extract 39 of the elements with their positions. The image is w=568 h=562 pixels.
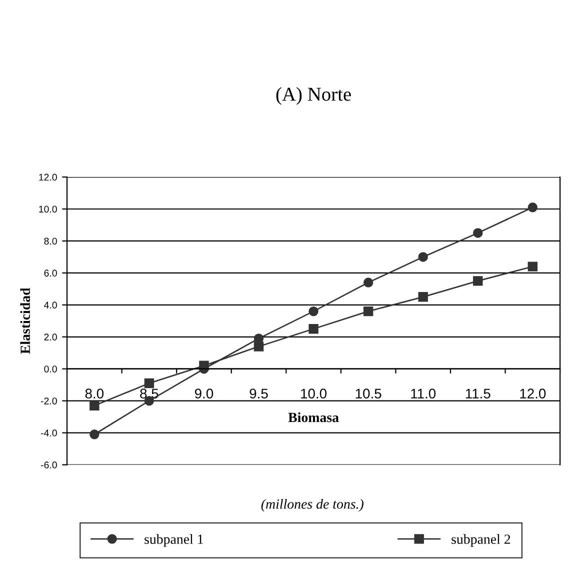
point [199,360,209,371]
y-tick-label: 10.0 [39,206,57,213]
point [308,324,318,334]
x-tick-label: 8.0 [85,388,104,399]
x-tick-label: 10.5 [356,388,382,399]
text: (millones de tons.) [261,498,364,512]
point [90,400,100,410]
point [363,306,374,316]
point [473,228,483,238]
point [144,378,154,388]
point [418,252,428,262]
y-tick-label: 6.0 [44,270,57,277]
point [254,342,264,352]
point [528,262,538,272]
y-tick-label: 12.0 [39,174,57,181]
x-tick-label: 11.5 [466,388,490,399]
y-tick-label: 8.0 [44,238,57,245]
x-axis-title: Biomasa [288,412,339,422]
x-tick-label: 11.0 [411,388,436,399]
x-tick-label: 9.5 [250,388,268,399]
point [528,202,538,212]
x-tick-label: 12.0 [520,388,546,399]
x-tick-label: 10.0 [301,388,327,399]
legend-label: subpanel 1 [144,534,203,547]
point [90,430,100,440]
point [308,306,318,316]
y-tick-label: -6.0 [40,462,57,468]
point [363,278,374,288]
y-tick-label: -4.0 [40,430,57,436]
y-tick-label: -2.0 [40,398,57,404]
legend-label: subpanel 2 [452,534,510,547]
y-tick-label: 2.0 [44,334,57,341]
point [418,292,428,302]
x-tick-label: 9.0 [194,388,214,399]
y-axis-title: Elasticidad [20,288,30,354]
point [473,276,483,286]
y-tick-label: 0.0 [44,366,57,372]
chart-title: (A) Norte [276,87,351,105]
y-tick-label: 4.0 [44,302,57,309]
